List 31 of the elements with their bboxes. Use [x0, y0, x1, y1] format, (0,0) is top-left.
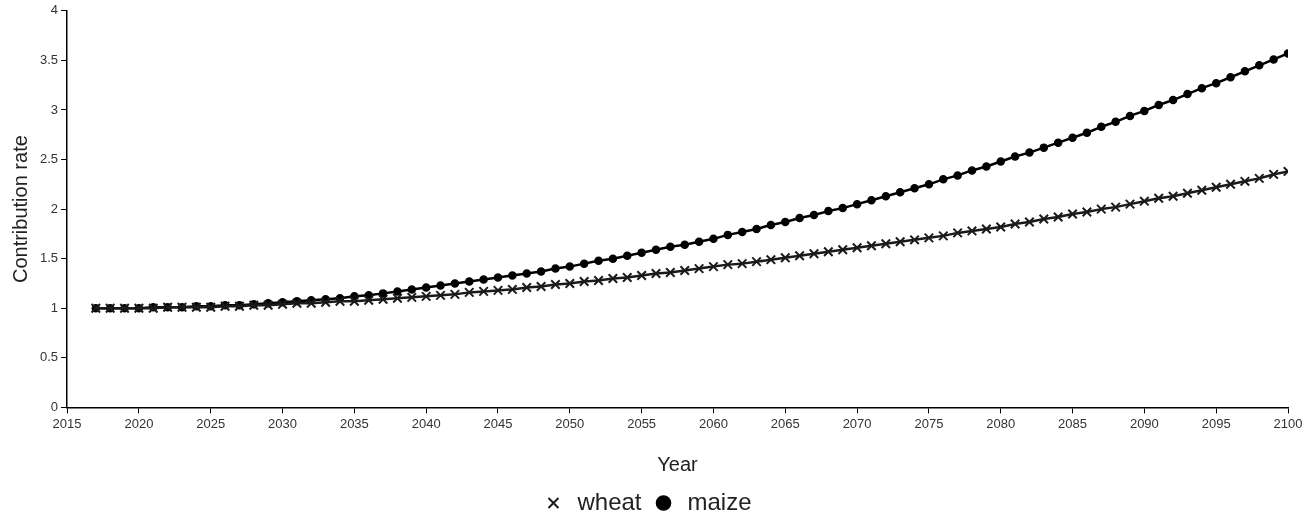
y-tick-label: 1.5 — [39, 250, 59, 266]
x-tick-label: 2080 — [986, 415, 1016, 431]
x-tick-label: 2065 — [770, 415, 800, 431]
y-tick-label: 0 — [50, 398, 59, 414]
y-tick-label: 4 — [50, 2, 59, 18]
x-tick-label: 2025 — [196, 415, 226, 431]
x-tick-label: 2060 — [698, 415, 728, 431]
x-tick-label: 2020 — [124, 415, 154, 431]
legend-label: wheat — [576, 487, 642, 515]
legend-label: maize — [687, 487, 752, 515]
y-axis-title: Contribution rate — [8, 135, 31, 284]
y-tick-label: 1 — [50, 299, 59, 315]
x-tick-label: 2055 — [627, 415, 657, 431]
x-tick-label: 2085 — [1058, 415, 1087, 431]
x-tick-label: 2035 — [339, 415, 369, 431]
y-tick-label: 2.5 — [39, 151, 59, 167]
y-tick-label: 3.5 — [39, 51, 59, 67]
x-tick-label: 2100 — [1273, 415, 1303, 431]
x-tick-label: 2015 — [52, 415, 82, 431]
x-tick-label: 2090 — [1129, 415, 1159, 431]
y-tick-label: 0.5 — [39, 349, 59, 365]
y-tick-label: 3 — [50, 101, 59, 117]
x-tick-label: 2045 — [483, 415, 513, 431]
x-axis-title: Year — [657, 452, 699, 475]
x-tick-label: 2050 — [555, 415, 585, 431]
x-tick-label: 2030 — [268, 415, 297, 431]
y-tick-label: 2 — [50, 200, 59, 216]
x-tick-label: 2040 — [411, 415, 441, 431]
x-tick-label: 2095 — [1201, 415, 1231, 431]
x-tick-label: 2070 — [842, 415, 872, 431]
x-tick-label: 2075 — [914, 415, 944, 431]
